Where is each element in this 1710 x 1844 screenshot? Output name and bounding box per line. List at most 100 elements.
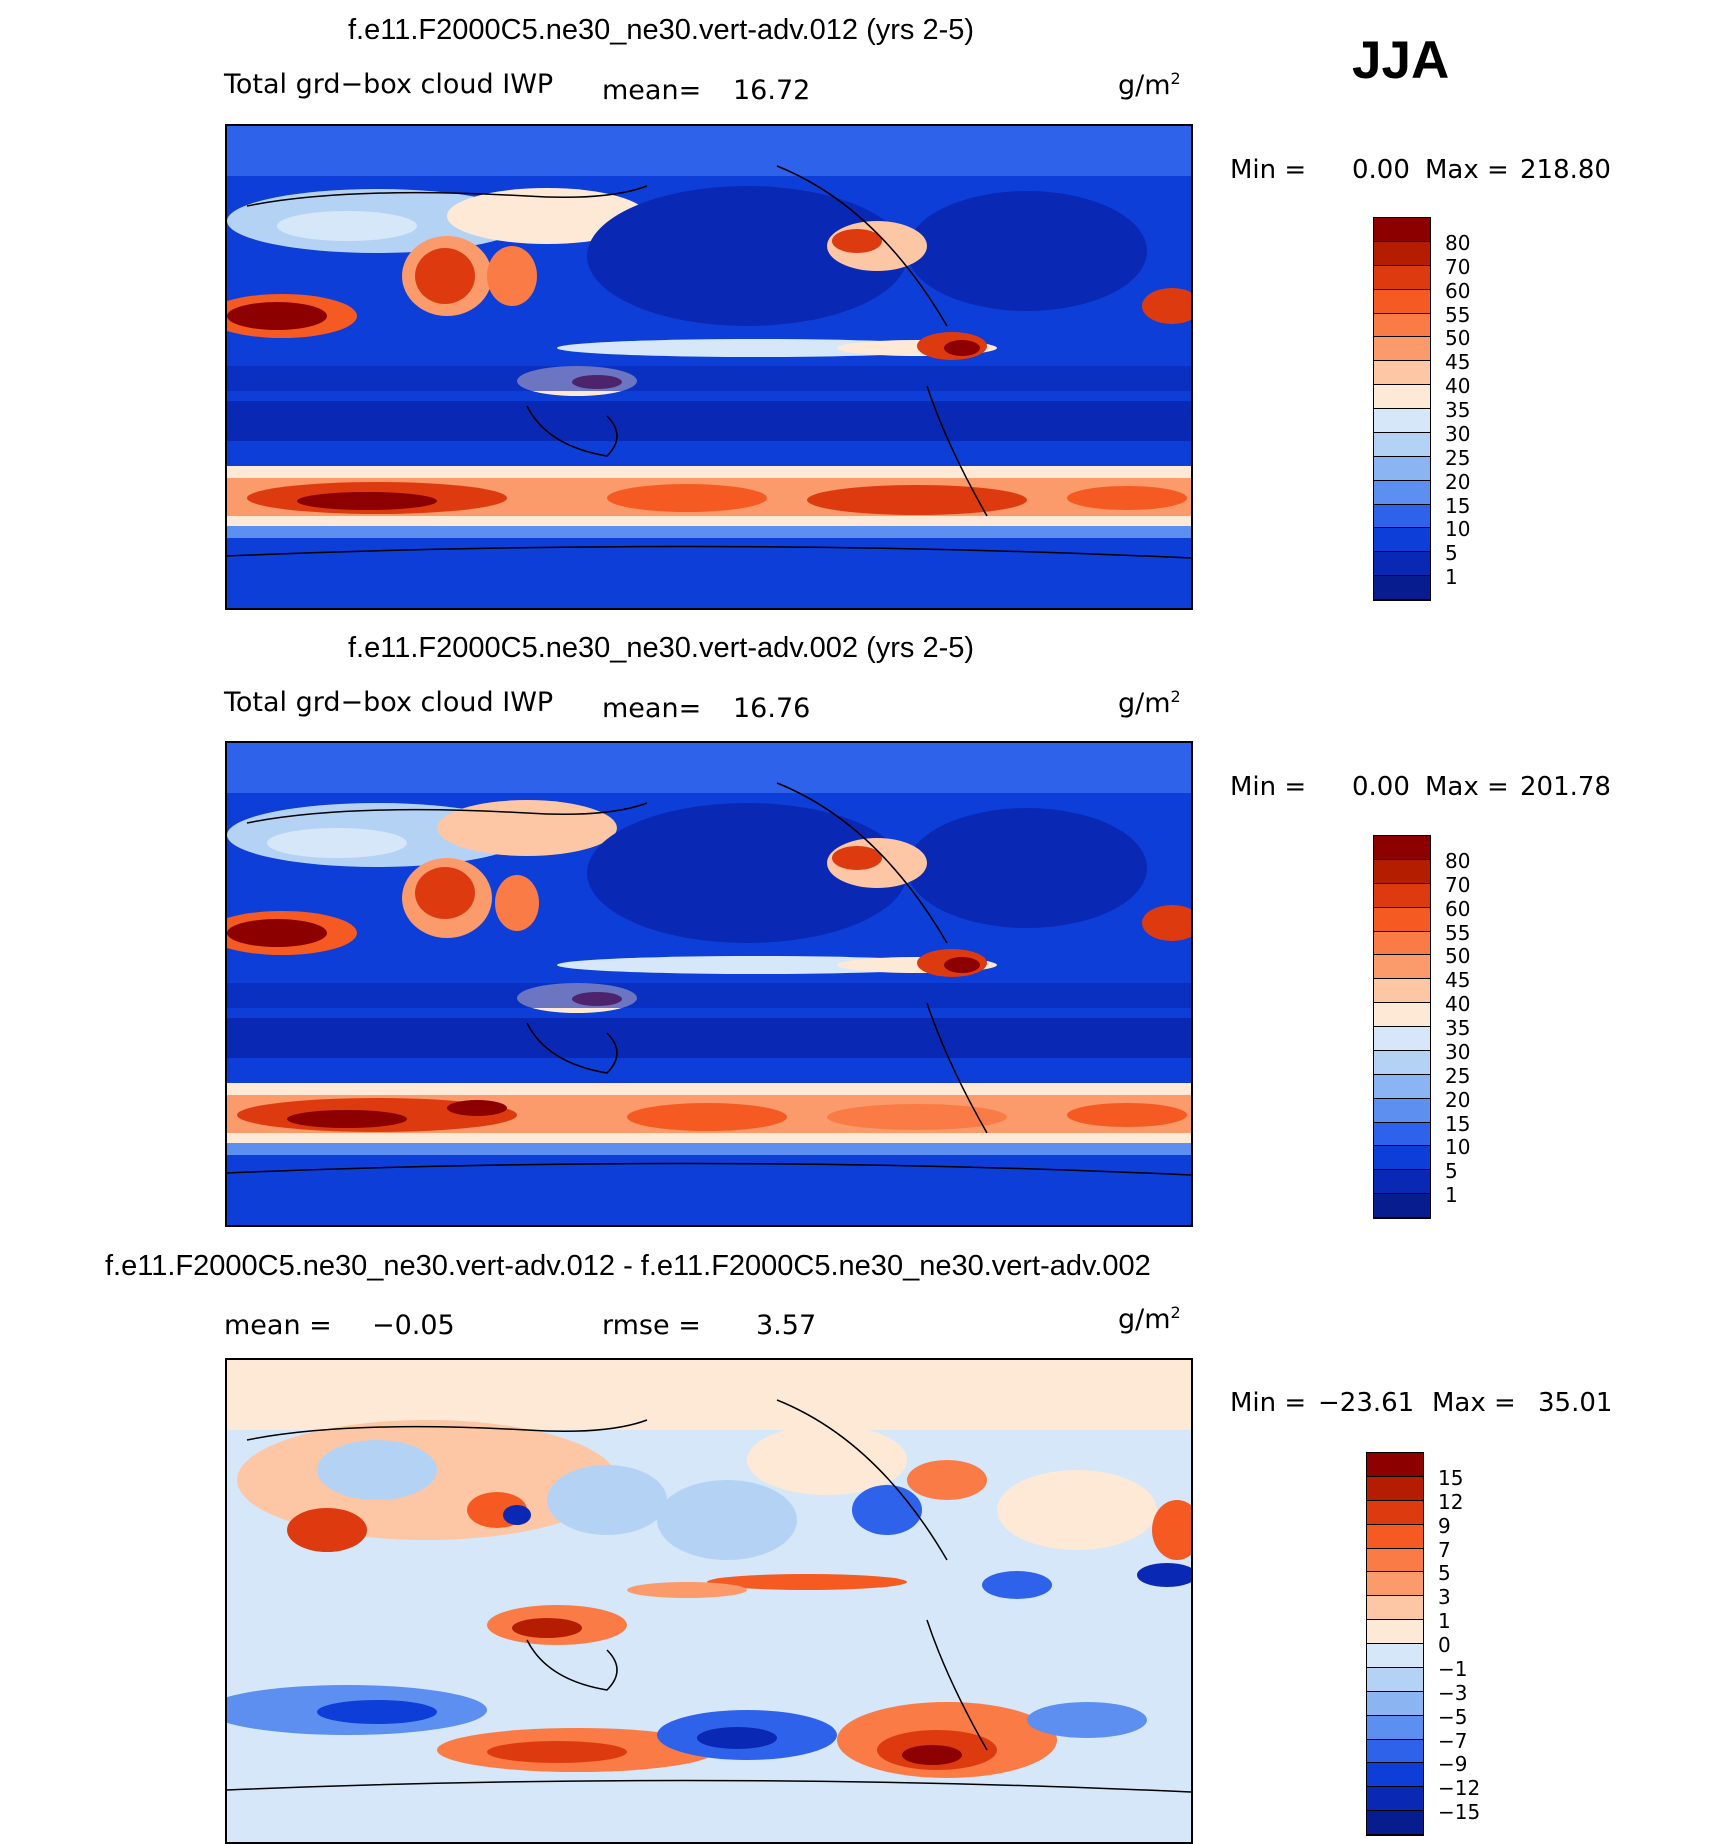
colorbar-swatch [1374,1170,1430,1195]
panel-2-title: f.e11.F2000C5.ne30_ne30.vert-adv.002 (yr… [348,632,975,664]
colorbar-level-label: 30 [1445,1039,1471,1064]
colorbar-level-label: 25 [1445,445,1471,470]
colorbar-swatch [1374,576,1430,600]
colorbar-swatch [1367,1524,1423,1549]
colorbar-swatch [1367,1548,1423,1573]
panel-1-title: f.e11.F2000C5.ne30_ne30.vert-adv.012 (yr… [348,14,975,46]
panel-3-title: f.e11.F2000C5.ne30_ne30.vert-adv.012 - f… [105,1250,1151,1282]
panel-2-map [225,741,1193,1227]
colorbar-swatch [1374,859,1430,884]
colorbar-swatch [1374,480,1430,505]
colorbar-swatch [1374,337,1430,362]
panel-3-rmse-value: 3.57 [756,1310,817,1341]
colorbar-swatch [1374,241,1430,266]
colorbar-swatch [1374,218,1430,242]
colorbar-level-label: 12 [1438,1489,1464,1514]
colorbar-level-label: −5 [1438,1704,1468,1729]
colorbar-level-label: 20 [1445,1087,1471,1112]
colorbar-level-label: 1 [1438,1609,1451,1634]
colorbar-level-label: 60 [1445,278,1471,303]
panel-1-min-label: Min = [1230,155,1307,185]
colorbar-swatch [1374,409,1430,433]
colorbar-swatch [1367,1453,1423,1477]
colorbar-swatch [1374,1146,1430,1171]
colorbar-level-label: 35 [1445,398,1471,422]
colorbar-swatch [1367,1763,1423,1788]
panel-3-min-value: −23.61 [1318,1388,1415,1418]
colorbar-level-label: 7 [1438,1537,1451,1562]
colorbar-level-label: 40 [1445,374,1471,399]
colorbar-level-label: 1 [1445,565,1458,590]
colorbar-level-label: 5 [1438,1561,1451,1586]
colorbar-swatch [1374,979,1430,1004]
panel-2-variable: Total grd−box cloud IWP [224,687,554,718]
colorbar-level-label: 35 [1445,1016,1471,1040]
colorbar-level-label: 55 [1445,920,1471,945]
colorbar-swatch [1374,931,1430,956]
panel-1-map-field [227,126,1191,608]
colorbar-level-label: 80 [1445,848,1471,873]
colorbar-level-label: 70 [1445,254,1471,279]
colorbar-swatch [1374,955,1430,980]
colorbar-level-label: 80 [1445,230,1471,255]
colorbar-level-label: −15 [1438,1800,1481,1825]
panel-2-colorbar-labels: 80 70 60 55 50 45 40 35 30 25 20 15 10 5 1 [1445,846,1505,1216]
colorbar-level-label: −1 [1438,1656,1468,1681]
panel-1-colorbar-labels: 80 70 60 55 50 45 40 35 30 25 20 15 10 5 1 [1445,228,1505,598]
colorbar-swatch [1367,1739,1423,1764]
panel-3-max-label: Max = [1432,1388,1516,1418]
colorbar-level-label: 10 [1445,1135,1471,1160]
colorbar-swatch [1374,313,1430,338]
panel-3-mean-value: −0.05 [372,1310,455,1341]
colorbar-swatch [1374,1027,1430,1051]
panel-3-colorbar [1366,1452,1424,1836]
colorbar-swatch [1374,504,1430,529]
colorbar-swatch [1374,1098,1430,1123]
colorbar-swatch [1374,265,1430,290]
colorbar-level-label: 10 [1445,517,1471,542]
colorbar-swatch [1374,1003,1430,1027]
panel-1-variable: Total grd−box cloud IWP [224,69,554,100]
panel-2-min-label: Min = [1230,772,1307,802]
panel-2-mean-value: 16.76 [733,693,811,724]
panel-2-max-value: 201.78 [1520,772,1611,802]
colorbar-level-label: 0 [1438,1633,1451,1657]
panel-3-max-value: 35.01 [1538,1388,1613,1418]
colorbar-level-label: −7 [1438,1728,1468,1753]
panel-1-mean-value: 16.72 [733,75,811,106]
panel-2-colorbar [1373,835,1431,1219]
colorbar-level-label: 40 [1445,992,1471,1017]
colorbar-level-label: 70 [1445,872,1471,897]
panel-1-colorbar [1373,217,1431,601]
panel-1-max-value: 218.80 [1520,155,1611,185]
colorbar-level-label: 5 [1445,541,1458,566]
colorbar-level-label: 60 [1445,896,1471,921]
colorbar-swatch [1367,1715,1423,1740]
panel-3-units: g/m2 [1118,1303,1181,1335]
colorbar-level-label: 15 [1438,1465,1464,1490]
colorbar-level-label: 3 [1438,1585,1451,1610]
colorbar-swatch [1367,1500,1423,1525]
colorbar-swatch [1367,1476,1423,1501]
colorbar-level-label: −9 [1438,1752,1468,1777]
colorbar-swatch [1367,1596,1423,1621]
colorbar-swatch [1374,289,1430,314]
colorbar-swatch [1367,1644,1423,1668]
panel-3-min-label: Min = [1230,1388,1307,1418]
panel-2-units: g/m2 [1118,687,1181,719]
colorbar-level-label: 50 [1445,944,1471,969]
colorbar-level-label: 45 [1445,968,1471,993]
panel-2-max-label: Max = [1425,772,1509,802]
colorbar-swatch [1374,883,1430,908]
panel-3-map [225,1358,1193,1844]
panel-3-colorbar-labels: 15 12 9 7 5 3 1 0 −1 −3 −5 −7 −9 −12 −15 [1438,1463,1498,1833]
colorbar-swatch [1374,907,1430,932]
colorbar-swatch [1367,1620,1423,1644]
colorbar-swatch [1367,1572,1423,1597]
colorbar-level-label: 25 [1445,1063,1471,1088]
panel-3-mean-label: mean = [224,1310,332,1341]
colorbar-swatch [1374,1122,1430,1147]
panel-1-max-label: Max = [1425,155,1509,185]
colorbar-level-label: 45 [1445,350,1471,375]
colorbar-swatch [1367,1691,1423,1716]
